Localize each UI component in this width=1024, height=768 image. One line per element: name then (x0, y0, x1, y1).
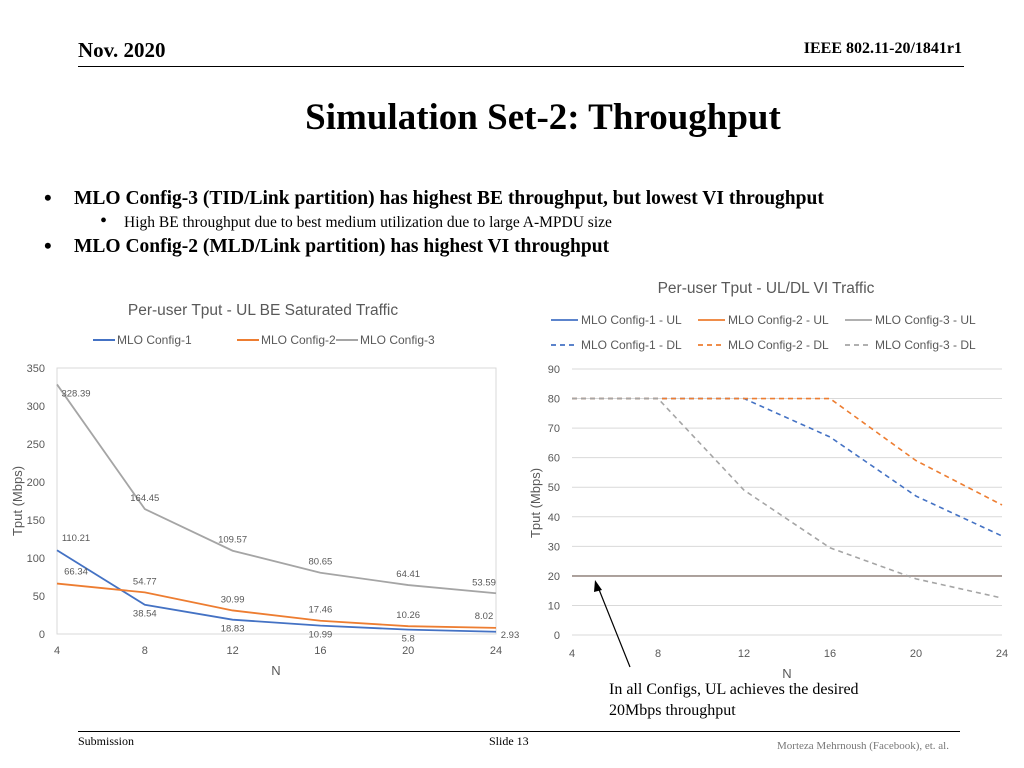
legend-label-2: MLO Config-2 (261, 333, 336, 347)
y-tick-label: 50 (33, 591, 45, 603)
series-line-config-1 (56, 549, 497, 633)
data-label: 8.02 (475, 611, 494, 622)
bullet-list: MLO Config-3 (TID/Link partition) has hi… (42, 185, 1002, 260)
bullet-2: MLO Config-2 (MLD/Link partition) has hi… (42, 233, 1002, 260)
y-axis-label: Tput (Mbps) (528, 468, 543, 538)
legend-label-4: MLO Config-1 - DL (581, 338, 682, 352)
x-tick-label: 12 (226, 645, 238, 657)
header-divider (78, 66, 964, 67)
x-tick-label: 16 (824, 648, 836, 660)
data-label: 30.99 (221, 594, 245, 605)
series-line-config-3 (56, 383, 497, 595)
header-doc-id: IEEE 802.11-20/1841r1 (803, 40, 962, 57)
y-tick-label: 20 (548, 571, 560, 583)
data-label: 10.26 (396, 610, 420, 621)
y-tick-label: 30 (548, 541, 560, 553)
y-tick-label: 250 (27, 439, 45, 451)
data-label: 80.65 (309, 557, 333, 568)
y-tick-label: 0 (39, 629, 45, 641)
legend-label-3: MLO Config-3 (360, 333, 435, 347)
chart-title: Per-user Tput - UL BE Saturated Traffic (128, 302, 398, 319)
footer-slide-number: Slide 13 (489, 734, 529, 748)
y-axis-label: Tput (Mbps) (10, 466, 25, 536)
series-line-config-2 (56, 582, 497, 629)
annotation-line-1: In all Configs, UL achieves the desired (609, 681, 859, 698)
x-tick-label: 24 (490, 645, 502, 657)
x-axis-label: N (271, 663, 280, 678)
y-tick-label: 50 (548, 482, 560, 494)
y-tick-label: 90 (548, 364, 560, 376)
y-tick-label: 350 (27, 363, 45, 375)
series-line-4 (572, 397, 1003, 537)
x-tick-label: 4 (54, 645, 60, 657)
data-label: 109.57 (218, 535, 247, 546)
annotation-arrow (597, 586, 631, 668)
footer-submission: Submission (78, 734, 135, 748)
y-tick-label: 80 (548, 394, 560, 406)
bullet-1: MLO Config-3 (TID/Link partition) has hi… (42, 185, 1002, 212)
x-tick-label: 24 (996, 648, 1008, 660)
series-line-6 (572, 397, 1003, 599)
x-axis-label: N (782, 666, 791, 681)
sub-bullet-1: High BE throughput due to best medium ut… (42, 210, 1002, 234)
legend-label-1: MLO Config-1 (117, 333, 192, 347)
y-tick-label: 40 (548, 512, 560, 524)
y-tick-label: 70 (548, 423, 560, 435)
x-tick-label: 16 (314, 645, 326, 657)
y-tick-label: 10 (548, 600, 560, 612)
data-label: 10.99 (309, 630, 333, 641)
data-label: 64.41 (396, 569, 420, 580)
data-label: 5.8 (402, 634, 415, 645)
chart-title: Per-user Tput - UL/DL VI Traffic (658, 280, 875, 297)
legend-label-3: MLO Config-3 - UL (875, 313, 976, 327)
x-tick-label: 12 (738, 648, 750, 660)
footer-divider (78, 731, 960, 732)
data-label: 2.93 (501, 630, 520, 641)
y-tick-label: 100 (27, 553, 45, 565)
annotation-arrow-head (594, 580, 602, 592)
series-line-5 (572, 397, 1003, 506)
slide-title: Simulation Set-2: Throughput (305, 97, 781, 138)
data-label: 38.54 (133, 609, 157, 620)
data-label: 164.45 (130, 493, 159, 504)
legend-label-2: MLO Config-2 - UL (728, 313, 829, 327)
annotation-text: In all Configs, UL achieves the desired … (609, 679, 929, 721)
footer-author: Morteza Mehrnoush (Facebook), et. al. (777, 740, 949, 752)
y-tick-label: 60 (548, 453, 560, 465)
data-label: 66.34 (64, 567, 88, 578)
legend-label-6: MLO Config-3 - DL (875, 338, 976, 352)
x-tick-label: 20 (910, 648, 922, 660)
y-tick-label: 300 (27, 401, 45, 413)
x-tick-label: 8 (142, 645, 148, 657)
x-tick-label: 20 (402, 645, 414, 657)
data-label: 18.83 (221, 624, 245, 635)
data-label: 17.46 (309, 605, 333, 616)
x-tick-label: 8 (655, 648, 661, 660)
data-label: 53.59 (472, 577, 496, 588)
y-tick-label: 200 (27, 477, 45, 489)
data-label: 328.39 (61, 388, 90, 399)
x-tick-label: 4 (569, 648, 575, 660)
legend-label-1: MLO Config-1 - UL (581, 313, 682, 327)
legend-label-5: MLO Config-2 - DL (728, 338, 829, 352)
plot-area-border (56, 367, 497, 635)
annotation-line-2: 20Mbps throughput (609, 702, 736, 719)
header-date: Nov. 2020 (78, 38, 166, 62)
data-label: 110.21 (62, 533, 90, 544)
y-tick-label: 150 (27, 515, 45, 527)
data-label: 54.77 (133, 576, 157, 587)
y-tick-label: 0 (554, 630, 560, 642)
